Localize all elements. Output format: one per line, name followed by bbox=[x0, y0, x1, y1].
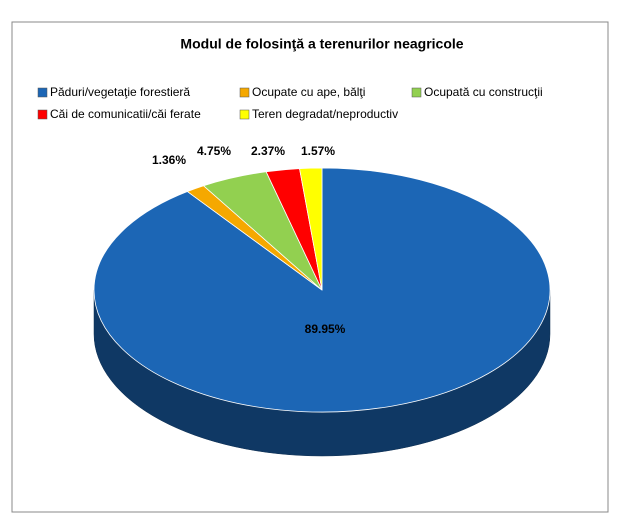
pie-top bbox=[93, 167, 551, 413]
data-label: 1.36% bbox=[152, 153, 186, 167]
legend-swatch bbox=[239, 87, 250, 98]
legend-swatch bbox=[37, 109, 48, 120]
legend-label: Ocupată cu construcţii bbox=[424, 85, 543, 99]
legend-swatch bbox=[411, 87, 422, 98]
legend-swatch bbox=[37, 87, 48, 98]
chart-title: Modul de folosinţă a terenurilor neagric… bbox=[180, 36, 463, 52]
legend: Păduri/vegetaţie forestieră Ocupate cu ap… bbox=[37, 85, 543, 121]
data-labels: 89.95% 1.36% 4.75% 2.37% 1.57% bbox=[152, 144, 346, 336]
legend-label: Căi de comunicatii/căi ferate bbox=[50, 107, 201, 121]
legend-swatch bbox=[239, 109, 250, 120]
data-label: 4.75% bbox=[197, 144, 231, 158]
legend-label: Ocupate cu ape, bălţi bbox=[252, 85, 365, 99]
data-label: 2.37% bbox=[251, 144, 285, 158]
data-label: 89.95% bbox=[305, 322, 346, 336]
data-label: 1.57% bbox=[301, 144, 335, 158]
legend-label: Teren degradat/neproductiv bbox=[252, 107, 398, 121]
legend-label: Păduri/vegetaţie forestieră bbox=[50, 85, 190, 99]
slice bbox=[299, 167, 323, 291]
